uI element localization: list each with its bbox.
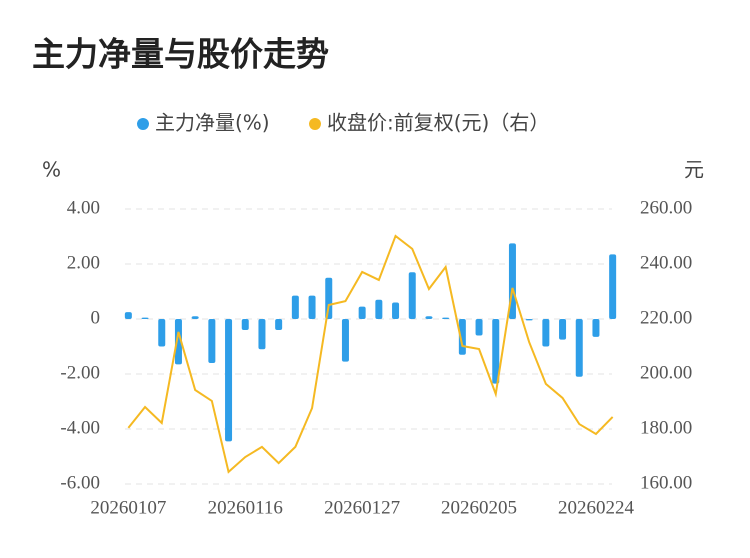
- bar: [275, 319, 283, 330]
- bar: [258, 319, 266, 350]
- x-tick-label: 20260116: [208, 497, 283, 518]
- bar: [609, 254, 617, 319]
- bar: [208, 319, 216, 363]
- chart-title: 主力净量与股价走势: [32, 35, 329, 74]
- legend-marker: [309, 118, 321, 130]
- bar: [158, 319, 166, 347]
- bar: [325, 277, 333, 319]
- y-tick-label: -2.00: [60, 362, 100, 383]
- y2-tick-label: 200.00: [640, 362, 692, 383]
- bar: [425, 316, 433, 319]
- bar: [341, 319, 349, 362]
- bar: [442, 317, 450, 319]
- bar: [308, 295, 316, 319]
- bar: [492, 319, 500, 384]
- x-tick-label: 20260107: [90, 497, 166, 518]
- y-tick-label: -6.00: [60, 472, 100, 493]
- y2-tick-label: 260.00: [640, 197, 692, 218]
- bar: [124, 312, 132, 319]
- x-tick-label: 20260224: [558, 497, 635, 518]
- bar: [575, 319, 583, 377]
- bar: [241, 319, 249, 330]
- bar: [141, 317, 149, 319]
- bar: [392, 302, 400, 319]
- y2-axis-label: 元: [684, 158, 704, 182]
- bar: [525, 319, 533, 321]
- bar: [291, 295, 299, 319]
- legend-marker: [137, 118, 149, 130]
- bar: [559, 319, 567, 340]
- bar: [225, 319, 233, 442]
- bar: [475, 319, 483, 336]
- bar: [542, 319, 550, 347]
- x-tick-label: 20260205: [441, 497, 517, 518]
- y2-tick-label: 240.00: [640, 252, 692, 273]
- bar: [358, 306, 366, 319]
- bar: [174, 319, 182, 365]
- y2-tick-label: 160.00: [640, 472, 692, 493]
- y-tick-label: 4.00: [67, 197, 100, 218]
- y-tick-label: -4.00: [60, 417, 100, 438]
- y-tick-label: 2.00: [67, 252, 100, 273]
- bar: [592, 319, 600, 337]
- price-line: [127, 234, 614, 474]
- bar: [375, 299, 383, 319]
- y2-tick-label: 180.00: [640, 417, 692, 438]
- y2-tick-label: 220.00: [640, 307, 692, 328]
- legend-label: 主力净量(%): [155, 111, 270, 135]
- legend-label: 收盘价:前复权(元)（右）: [327, 111, 549, 135]
- bar: [408, 272, 416, 319]
- y-tick-label: 0: [91, 307, 101, 328]
- bar: [191, 316, 199, 319]
- x-tick-label: 20260127: [324, 497, 400, 518]
- y-axis-label: %: [42, 158, 61, 182]
